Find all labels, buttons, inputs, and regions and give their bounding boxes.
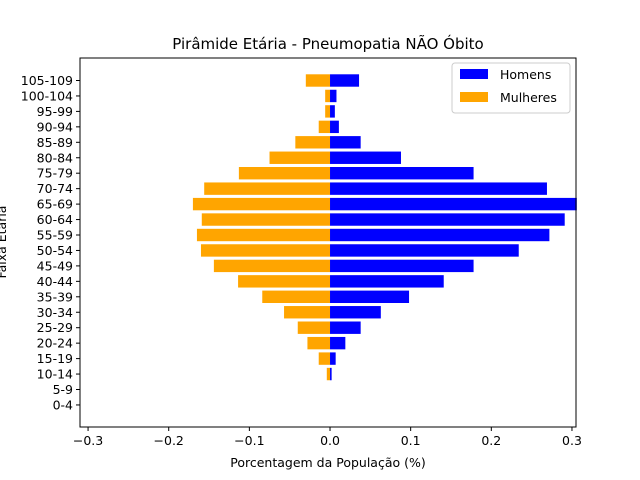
y-tick-label: 70-74 <box>37 181 73 196</box>
bar-mulheres-105-109 <box>305 74 331 87</box>
y-tick-label: 35-39 <box>37 289 73 304</box>
bar-mulheres-95-99 <box>325 105 331 118</box>
bar-homens-30-34 <box>330 306 381 319</box>
bar-homens-100-104 <box>330 89 337 103</box>
bar-homens-80-84 <box>330 151 401 164</box>
legend-label-homens: Homens <box>500 67 551 82</box>
bar-homens-50-54 <box>330 244 519 257</box>
bar-homens-90-94 <box>330 120 339 134</box>
bar-mulheres-35-39 <box>262 290 331 303</box>
y-tick-label: 25-29 <box>37 320 73 335</box>
y-tick-label: 20-24 <box>37 336 73 351</box>
bar-homens-40-44 <box>330 275 444 288</box>
x-tick-label: 0.1 <box>401 433 421 448</box>
x-axis-label: Porcentagem da População (%) <box>230 455 426 470</box>
x-tick-label: 0.0 <box>320 433 340 448</box>
y-tick-label: 95-99 <box>37 104 73 119</box>
bar-mulheres-45-49 <box>213 259 331 273</box>
bar-homens-75-79 <box>330 167 474 180</box>
bar-homens-25-29 <box>330 321 361 334</box>
bar-mulheres-100-104 <box>325 89 331 103</box>
y-axis: 0-45-910-1415-1920-2425-2930-3435-3940-4… <box>21 73 80 412</box>
y-tick-label: 40-44 <box>37 274 73 289</box>
legend-swatch-homens <box>460 69 488 79</box>
bar-homens-85-89 <box>330 136 361 149</box>
bar-homens-45-49 <box>330 259 474 273</box>
bar-mulheres-60-64 <box>201 213 331 226</box>
plot-frame <box>79 57 577 428</box>
y-tick-label: 60-64 <box>37 212 73 227</box>
y-tick-label: 45-49 <box>37 258 73 273</box>
y-tick-label: 10-14 <box>37 367 73 382</box>
x-tick-label: −0.2 <box>154 433 184 448</box>
bar-mulheres-25-29 <box>297 321 331 334</box>
chart-title: Pirâmide Etária - Pneumopatia NÃO Óbito <box>172 34 483 53</box>
y-tick-label: 105-109 <box>21 73 73 88</box>
bar-homens-10-14 <box>330 367 332 381</box>
bar-mulheres-75-79 <box>238 167 331 180</box>
y-tick-label: 30-34 <box>37 305 73 320</box>
bar-mulheres-85-89 <box>295 136 331 149</box>
bar-mulheres-10-14 <box>326 367 331 381</box>
y-tick-label: 85-89 <box>37 135 73 150</box>
x-tick-label: 0.3 <box>562 433 582 448</box>
y-tick-label: 100-104 <box>21 88 73 103</box>
legend: Homens Mulheres <box>451 62 571 114</box>
bar-homens-60-64 <box>330 213 565 226</box>
bar-mulheres-15-19 <box>318 352 331 365</box>
y-tick-label: 80-84 <box>37 150 73 165</box>
bar-homens-35-39 <box>330 290 410 303</box>
y-axis-label: Faixa Etária <box>0 206 9 279</box>
bar-mulheres-55-59 <box>196 228 331 242</box>
x-tick-label: −0.3 <box>73 433 103 448</box>
legend-swatch-mulheres <box>460 92 488 102</box>
bar-mulheres-50-54 <box>200 244 331 257</box>
bar-mulheres-90-94 <box>318 120 331 134</box>
bar-mulheres-70-74 <box>204 182 331 195</box>
bar-mulheres-20-24 <box>307 336 331 350</box>
bar-homens-55-59 <box>330 228 550 242</box>
y-tick-label: 55-59 <box>37 228 73 243</box>
y-tick-label: 75-79 <box>37 166 73 181</box>
bar-mulheres-30-34 <box>284 306 331 319</box>
bar-homens-95-99 <box>330 105 335 118</box>
bar-mulheres-40-44 <box>238 275 331 288</box>
bar-homens-65-69 <box>330 197 577 211</box>
y-tick-label: 90-94 <box>37 119 73 134</box>
bar-mulheres-80-84 <box>269 151 331 164</box>
bar-homens-105-109 <box>330 74 360 87</box>
y-tick-label: 65-69 <box>37 197 73 212</box>
bars-layer <box>192 74 577 381</box>
bar-homens-20-24 <box>330 336 346 350</box>
y-tick-label: 50-54 <box>37 243 73 258</box>
bar-mulheres-65-69 <box>192 197 331 211</box>
legend-label-mulheres: Mulheres <box>500 90 557 105</box>
y-tick-label: 5-9 <box>53 382 73 397</box>
y-tick-label: 0-4 <box>53 397 73 412</box>
y-tick-label: 15-19 <box>37 351 73 366</box>
x-tick-label: 0.2 <box>481 433 501 448</box>
x-axis: −0.3 −0.2 −0.1 0.0 0.1 0.2 0.3 <box>73 427 582 448</box>
bar-homens-15-19 <box>330 352 336 365</box>
x-tick-label: −0.1 <box>234 433 264 448</box>
bar-homens-70-74 <box>330 182 547 195</box>
